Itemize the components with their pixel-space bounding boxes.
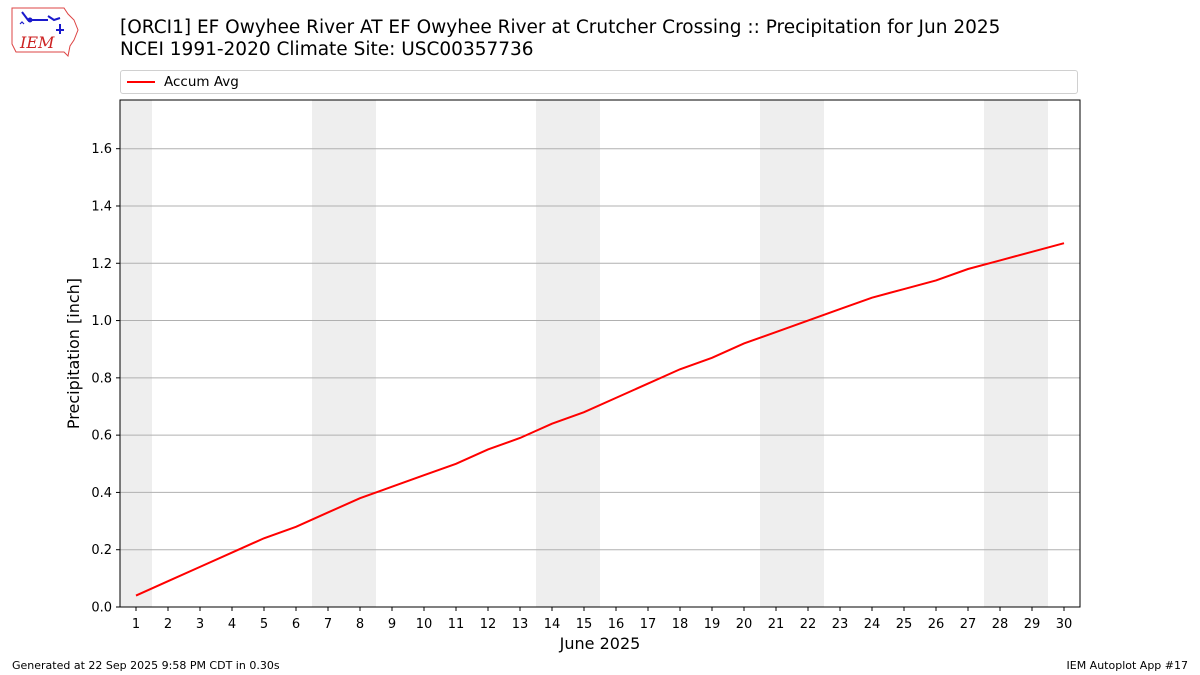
weekend-band <box>120 100 152 607</box>
weekend-band <box>536 100 600 607</box>
y-tick-label: 1.2 <box>91 257 112 272</box>
x-tick-label: 23 <box>832 617 849 632</box>
x-tick-label: 11 <box>448 617 465 632</box>
x-tick-label: 21 <box>768 617 785 632</box>
x-tick-label: 16 <box>608 617 625 632</box>
title-line-1: [ORCI1] EF Owyhee River AT EF Owyhee Riv… <box>120 17 1001 38</box>
x-tick-label: 25 <box>896 617 913 632</box>
x-tick-label: 14 <box>544 617 561 632</box>
generated-footer: Generated at 22 Sep 2025 9:58 PM CDT in … <box>12 659 280 672</box>
x-tick-label: 15 <box>576 617 593 632</box>
series-line-accum-avg <box>135 242 1065 597</box>
plot-frame <box>119 99 1081 608</box>
x-tick-label: 1 <box>132 617 140 632</box>
x-tick-label: 30 <box>1056 617 1073 632</box>
x-tick-label: 13 <box>512 617 529 632</box>
y-tick-label: 0.2 <box>91 543 112 558</box>
title-line-2: NCEI 1991-2020 Climate Site: USC00357736 <box>120 39 534 60</box>
y-tick-label: 1.0 <box>91 314 112 329</box>
weekend-band <box>984 100 1048 607</box>
x-tick-label: 26 <box>928 617 945 632</box>
app-footer: IEM Autoplot App #17 <box>1066 659 1189 672</box>
x-tick-label: 7 <box>324 617 332 632</box>
svg-text:IEM: IEM <box>19 33 55 52</box>
x-tick-label: 24 <box>864 617 881 632</box>
iem-logo: IEM <box>11 7 79 58</box>
x-axis-label: June 2025 <box>559 634 641 653</box>
legend-line-swatch <box>127 81 155 83</box>
weekend-band <box>760 100 824 607</box>
x-tick-label: 3 <box>196 617 204 632</box>
x-tick-label: 27 <box>960 617 977 632</box>
grid-lines <box>120 148 1080 551</box>
chart-title: [ORCI1] EF Owyhee River AT EF Owyhee Riv… <box>120 17 1000 61</box>
x-tick-label: 5 <box>260 617 268 632</box>
x-tick-label: 4 <box>228 617 236 632</box>
x-tick-label: 9 <box>388 617 396 632</box>
x-tick-label: 22 <box>800 617 817 632</box>
weekend-band <box>312 100 376 607</box>
x-tick-label: 8 <box>356 617 364 632</box>
y-tick-label: 0.4 <box>91 486 112 501</box>
y-tick-label: 0.8 <box>91 371 112 386</box>
y-axis-label: Precipitation [inch] <box>64 278 83 429</box>
legend: Accum Avg <box>120 70 1078 94</box>
x-tick-label: 12 <box>480 617 497 632</box>
y-tick-label: 1.6 <box>91 142 112 157</box>
x-tick-label: 2 <box>164 617 172 632</box>
legend-label: Accum Avg <box>164 74 239 90</box>
x-tick-label: 6 <box>292 617 300 632</box>
x-tick-label: 28 <box>992 617 1009 632</box>
axis-ticks: 0.00.20.40.60.81.01.21.41.61 2 3 4 5 6 7 8 9 10 11… <box>91 142 1072 632</box>
y-tick-label: 1.4 <box>91 199 112 214</box>
y-tick-label: 0.6 <box>91 429 112 444</box>
x-tick-label: 19 <box>704 617 721 632</box>
y-tick-label: 0.0 <box>91 601 112 616</box>
x-tick-label: 29 <box>1024 617 1041 632</box>
x-tick-label: 18 <box>672 617 689 632</box>
series-lines <box>135 242 1065 597</box>
x-tick-label: 20 <box>736 617 753 632</box>
weekend-shading <box>120 100 1048 607</box>
x-tick-label: 10 <box>416 617 433 632</box>
x-tick-label: 17 <box>640 617 657 632</box>
